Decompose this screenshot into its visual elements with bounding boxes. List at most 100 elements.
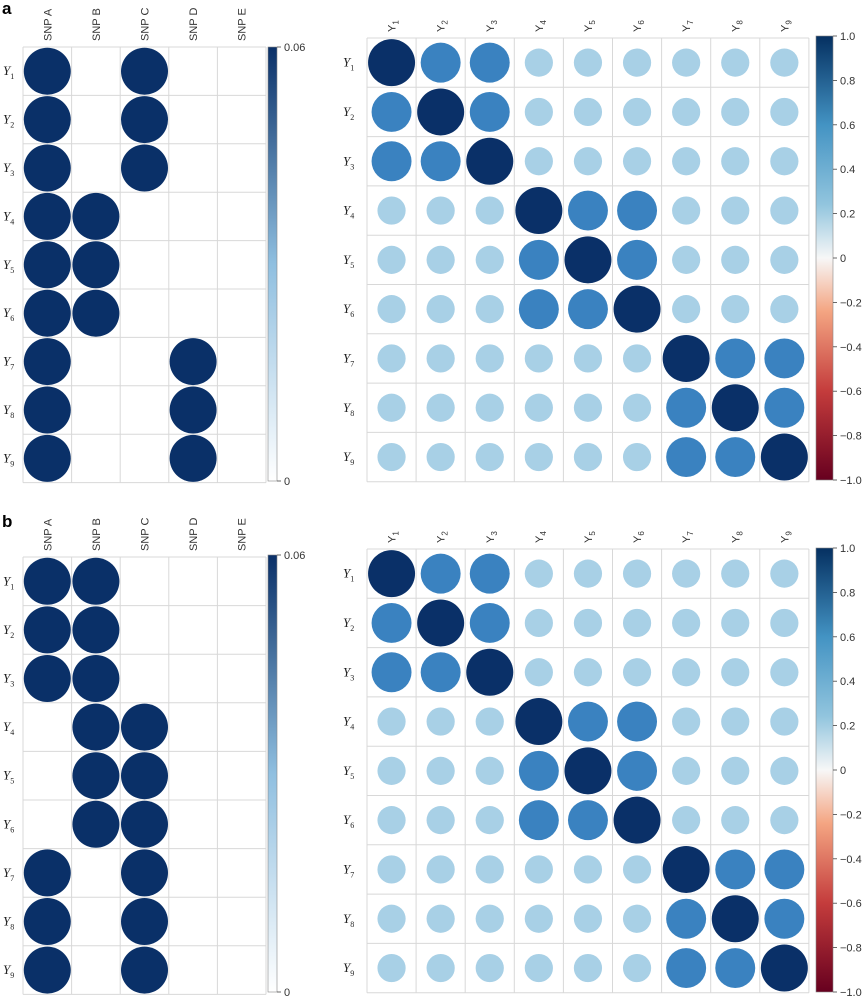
- correlation-cell-circle: [672, 658, 701, 687]
- row-label: Y1: [3, 63, 14, 81]
- correlation-cell-circle: [672, 559, 701, 588]
- correlation-cell-circle: [426, 196, 455, 225]
- colorbar-tick-label: 0.06: [284, 550, 305, 562]
- correlation-cell-circle: [622, 904, 652, 933]
- correlation-cell-circle: [721, 756, 750, 785]
- colorbar-tick-label: −0.4: [840, 854, 862, 866]
- column-label: SNP E: [237, 518, 249, 551]
- correlation-cell-circle: [426, 295, 455, 324]
- row-label: Y5: [343, 763, 354, 781]
- correlation-cell-circle: [475, 806, 504, 835]
- row-label: Y4: [343, 203, 354, 221]
- correlation-cell-circle: [426, 806, 455, 835]
- column-label: Y8: [730, 531, 744, 543]
- column-label: Y3: [485, 20, 499, 32]
- row-label: Y5: [3, 768, 14, 786]
- correlation-cell-circle: [426, 442, 455, 472]
- correlation-cell-circle: [518, 800, 559, 841]
- row-label: Y9: [343, 449, 354, 467]
- row-label: Y3: [3, 160, 14, 178]
- correlation-cell-circle: [715, 437, 756, 478]
- colorbar-tick-label: −1.0: [840, 475, 862, 487]
- correlation-cell-circle: [475, 196, 504, 225]
- correlation-cell-circle: [567, 701, 608, 742]
- correlation-cell-circle: [666, 948, 707, 989]
- row-label: Y3: [3, 671, 14, 689]
- row-label: Y8: [343, 911, 354, 929]
- column-label: Y3: [485, 531, 499, 543]
- correlation-cell-circle: [721, 608, 750, 638]
- correlation-cell-circle: [475, 756, 504, 785]
- correlation-cell-circle: [377, 756, 406, 785]
- column-label: Y4: [534, 531, 548, 543]
- snp-heatmap-b: SNP A SNP B SNP C SNP D SNP E Y1 Y2 Y3 Y4 Y5 Y6 Y7 Y…: [3, 518, 305, 999]
- correlation-cell-circle: [770, 658, 799, 687]
- heatmap-cell-circle: [23, 557, 71, 605]
- row-label: Y8: [3, 914, 14, 932]
- row-label: Y9: [3, 962, 14, 980]
- row-label: Y7: [3, 354, 14, 372]
- correlation-cell-circle: [573, 48, 603, 77]
- row-label: Y7: [343, 861, 354, 879]
- heatmap-cell-circle: [121, 800, 168, 848]
- column-label: SNP A: [42, 8, 54, 41]
- correlation-cell-circle: [371, 652, 412, 693]
- correlation-cell-circle: [711, 895, 759, 943]
- correlation-cell-circle: [475, 953, 504, 983]
- row-label: Y2: [343, 104, 354, 122]
- correlation-cell-circle: [721, 48, 750, 77]
- correlation-cell-circle: [721, 295, 750, 324]
- column-label: Y9: [779, 20, 793, 32]
- correlation-cell-circle: [573, 855, 603, 884]
- correlation-cell-circle: [770, 295, 799, 324]
- correlation-cell-circle: [466, 137, 514, 185]
- correlation-cell-circle: [573, 147, 603, 176]
- correlation-cell-circle: [622, 48, 652, 77]
- correlation-cell-circle: [377, 344, 406, 373]
- correlation-cell-circle: [622, 344, 652, 373]
- colorbar-tick-label: 1.0: [840, 31, 855, 43]
- heatmap-cell-circle: [169, 434, 217, 482]
- correlation-cell-circle: [672, 608, 701, 638]
- correlation-cell-circle: [764, 849, 805, 890]
- correlation-cell-circle: [622, 855, 652, 884]
- heatmap-cell-circle: [121, 946, 168, 994]
- correlation-cell-circle: [573, 97, 603, 127]
- correlation-cell-circle: [524, 97, 553, 127]
- correlation-cell-circle: [672, 147, 701, 176]
- heatmap-cell-circle: [23, 96, 71, 144]
- correlation-cell-circle: [475, 393, 504, 422]
- correlation-cell-circle: [420, 42, 461, 83]
- heatmap-cell-circle: [72, 557, 120, 605]
- column-label: SNP B: [91, 8, 103, 41]
- column-label: Y7: [681, 20, 695, 32]
- column-label: SNP B: [91, 518, 103, 551]
- correlation-cell-circle: [770, 806, 799, 835]
- colorbar-tick-label: −0.4: [840, 342, 862, 354]
- heatmap-cell-circle: [72, 606, 120, 654]
- heatmap-cell-circle: [23, 898, 71, 945]
- heatmap-cell-circle: [23, 47, 71, 95]
- correlation-cell-circle: [420, 652, 461, 693]
- correlation-cell-circle: [666, 387, 707, 428]
- column-label: SNP C: [140, 8, 152, 41]
- correlation-cell-circle: [770, 147, 799, 176]
- correlation-cell-circle: [617, 190, 658, 231]
- colorbar-tick-label: −0.6: [840, 386, 862, 398]
- heatmap-cell-circle: [23, 386, 71, 434]
- correlation-cell-circle: [573, 344, 603, 373]
- heatmap-cell-circle: [23, 606, 71, 654]
- correlation-cell-circle: [622, 658, 652, 687]
- correlation-cell-circle: [518, 750, 559, 791]
- correlation-cell-circle: [770, 608, 799, 638]
- correlation-cell-circle: [770, 48, 799, 77]
- row-label: Y3: [343, 153, 354, 171]
- column-label: Y9: [779, 531, 793, 543]
- correlation-cell-circle: [715, 338, 756, 379]
- heatmap-cell-circle: [72, 703, 120, 751]
- correlation-cell-circle: [721, 559, 750, 588]
- colorbar-tick-label: −0.2: [840, 297, 862, 309]
- colorbar-tick-label: 0: [840, 765, 846, 777]
- correlation-cell-circle: [469, 602, 510, 643]
